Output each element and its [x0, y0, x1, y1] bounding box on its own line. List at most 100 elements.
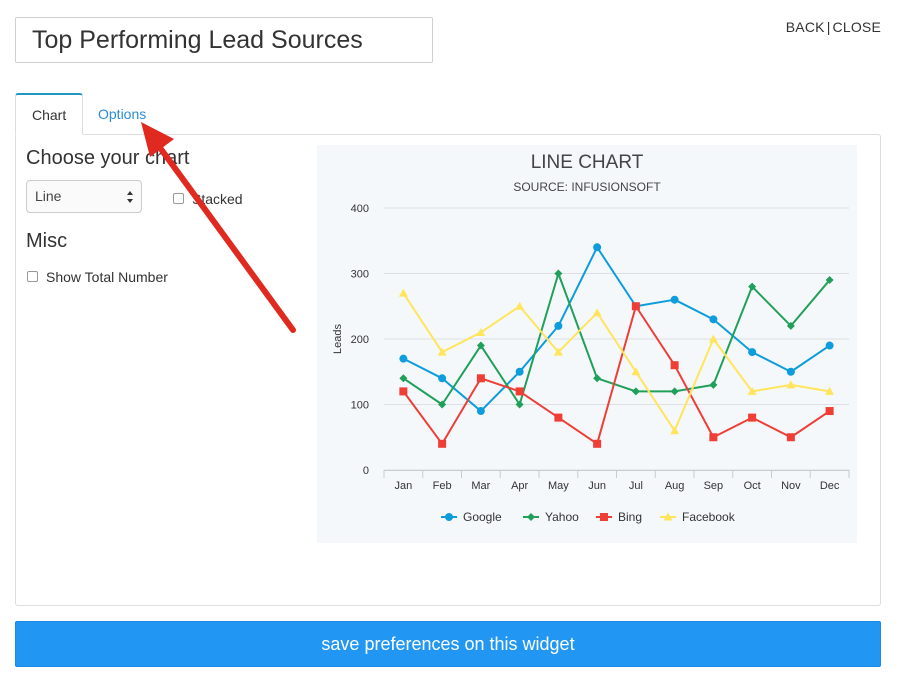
data-point-google	[438, 374, 447, 383]
legend-marker	[663, 512, 673, 521]
chart-type-selected-value: Line	[35, 188, 62, 204]
data-point-bing	[438, 439, 447, 448]
data-point-yahoo	[399, 374, 408, 383]
line-chart: LINE CHART SOURCE: INFUSIONSOFT Leads 0 1…	[317, 145, 857, 543]
data-point-yahoo	[554, 269, 563, 278]
data-point-facebook	[515, 301, 525, 310]
data-point-yahoo	[593, 374, 602, 383]
misc-heading: Misc	[26, 230, 68, 252]
data-point-google	[709, 315, 718, 324]
x-tick-label: Mar	[471, 480, 490, 492]
series-line-facebook	[402, 292, 830, 432]
chart-title: LINE CHART	[531, 152, 644, 173]
data-point-bing	[593, 439, 602, 448]
data-point-google	[476, 407, 485, 416]
data-point-bing	[786, 433, 795, 442]
select-arrows-icon	[127, 191, 133, 203]
data-point-bing	[709, 433, 718, 442]
series-bing	[399, 302, 834, 448]
y-tick-label: 300	[351, 269, 369, 281]
legend-label-facebook: Facebook	[682, 510, 736, 524]
save-preferences-button[interactable]: save preferences on this widget	[15, 621, 881, 667]
series-line-google	[402, 246, 831, 413]
data-point-facebook	[708, 334, 718, 343]
data-point-google	[748, 348, 757, 357]
data-point-facebook	[592, 308, 602, 317]
data-point-bing	[670, 361, 679, 370]
tab-chart[interactable]: Chart	[15, 93, 84, 135]
series-facebook	[398, 288, 835, 435]
show-total-label: Show Total Number	[46, 269, 168, 285]
legend-marker	[527, 513, 535, 521]
legend-label-yahoo: Yahoo	[545, 510, 579, 524]
x-tick-label: Jan	[395, 480, 413, 492]
data-point-google	[786, 367, 795, 376]
link-separator: |	[826, 19, 831, 35]
x-tick-label: Jul	[629, 480, 643, 492]
y-tick-label: 400	[351, 203, 369, 215]
legend-marker	[600, 513, 608, 521]
data-point-google	[554, 321, 563, 330]
legend-label-bing: Bing	[618, 510, 642, 524]
choose-chart-heading: Choose your chart	[26, 147, 190, 169]
data-point-bing	[631, 302, 640, 311]
data-point-facebook	[398, 288, 408, 297]
line-chart-svg: LINE CHART SOURCE: INFUSIONSOFT Leads 0 1…	[332, 152, 850, 524]
y-tick-label: 100	[351, 400, 369, 412]
stacked-label: Stacked	[192, 191, 243, 207]
data-point-facebook	[631, 367, 641, 376]
widget-title-input[interactable]	[15, 17, 433, 63]
x-tick-label: Jun	[588, 480, 606, 492]
x-tick-label: May	[548, 480, 569, 492]
x-tick-label: Nov	[781, 480, 801, 492]
data-point-bing	[515, 387, 524, 396]
data-point-google	[515, 367, 524, 376]
series-line-bing	[402, 305, 831, 445]
legend-item-facebook[interactable]: Facebook	[660, 510, 736, 524]
data-point-google	[825, 341, 834, 350]
data-point-yahoo	[825, 276, 834, 285]
tab-options[interactable]: Options	[98, 106, 147, 122]
x-tick-label: Apr	[511, 480, 528, 492]
legend-item-yahoo[interactable]: Yahoo	[523, 510, 579, 524]
top-links: BACK | CLOSE	[786, 19, 881, 35]
data-point-google	[399, 354, 408, 363]
stacked-checkbox[interactable]	[173, 193, 184, 204]
y-axis-label: Leads	[332, 324, 344, 354]
chart-type-select[interactable]: Line	[26, 180, 142, 213]
data-point-bing	[748, 413, 757, 422]
legend-label-google: Google	[463, 510, 502, 524]
close-link[interactable]: CLOSE	[832, 19, 881, 35]
data-point-yahoo	[670, 387, 679, 396]
y-tick-label: 0	[363, 465, 369, 477]
data-point-bing	[554, 413, 563, 422]
y-tick-label: 200	[351, 334, 369, 346]
data-point-google	[670, 295, 679, 304]
data-point-yahoo	[438, 400, 447, 409]
data-point-facebook	[825, 386, 835, 395]
data-point-bing	[399, 387, 408, 396]
tab-bar: Chart Options	[15, 93, 881, 135]
data-point-yahoo	[631, 387, 640, 396]
data-point-google	[593, 243, 602, 252]
legend-item-google[interactable]: Google	[441, 510, 502, 524]
series-line-yahoo	[402, 272, 831, 406]
back-link[interactable]: BACK	[785, 19, 825, 35]
legend-item-bing[interactable]: Bing	[596, 510, 642, 524]
x-tick-label: Aug	[665, 480, 685, 492]
data-point-facebook	[786, 380, 796, 389]
chart-subtitle: SOURCE: INFUSIONSOFT	[513, 180, 661, 194]
show-total-checkbox[interactable]	[27, 271, 38, 282]
data-point-yahoo	[515, 400, 524, 409]
series-yahoo	[399, 269, 834, 409]
x-tick-label: Feb	[433, 480, 452, 492]
series-google	[399, 243, 834, 416]
data-point-bing	[476, 374, 485, 383]
data-point-yahoo	[786, 321, 795, 330]
data-point-yahoo	[748, 282, 757, 291]
data-point-facebook	[437, 347, 447, 356]
legend-marker	[445, 513, 453, 521]
data-point-yahoo	[476, 341, 485, 350]
data-point-bing	[825, 407, 834, 416]
data-point-facebook	[747, 386, 757, 395]
